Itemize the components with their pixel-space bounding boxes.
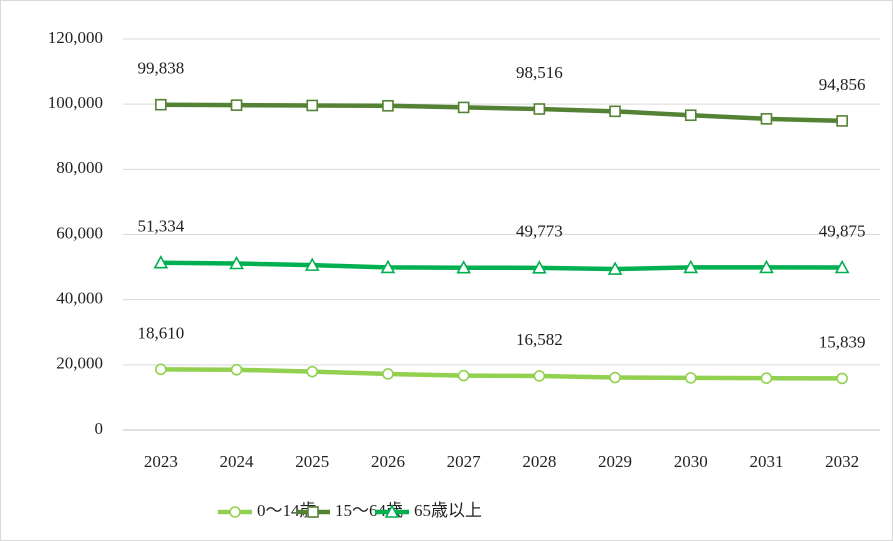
- legend-label: 0～14歳: [257, 501, 317, 520]
- x-tick-label: 2031: [749, 452, 783, 471]
- point-marker: [759, 259, 774, 274]
- point-marker: [153, 255, 169, 269]
- point-marker: [684, 372, 697, 384]
- point-marker: [306, 99, 319, 112]
- y-tick-label: 40,000: [56, 289, 103, 308]
- point-marker: [230, 99, 243, 111]
- y-tick-label: 120,000: [48, 28, 103, 47]
- data-label: 98,516: [516, 63, 563, 82]
- x-tick-label: 2029: [598, 452, 632, 471]
- data-label: 18,610: [137, 323, 184, 342]
- point-marker: [760, 113, 773, 125]
- point-marker: [836, 115, 848, 127]
- legend-marker: [384, 504, 400, 518]
- data-label: 15,839: [819, 332, 866, 351]
- legend-label: 15～64歳: [335, 501, 403, 520]
- x-tick-label: 2032: [825, 452, 859, 471]
- series-line: [160, 102, 843, 124]
- point-marker: [684, 109, 697, 122]
- point-marker: [532, 260, 547, 274]
- data-label: 94,856: [819, 75, 866, 94]
- point-marker: [304, 257, 320, 271]
- point-marker: [607, 261, 623, 275]
- point-marker: [306, 365, 319, 378]
- y-tick-label: 20,000: [56, 354, 103, 373]
- legend-marker: [307, 506, 319, 518]
- data-label: 99,838: [137, 59, 184, 78]
- point-marker: [683, 259, 699, 274]
- point-marker: [229, 255, 244, 270]
- point-marker: [457, 369, 470, 382]
- point-marker: [760, 372, 773, 384]
- y-tick-label: 0: [95, 419, 104, 438]
- data-label: 49,875: [819, 221, 866, 240]
- x-tick-label: 2024: [220, 452, 255, 471]
- point-marker: [609, 105, 621, 118]
- point-marker: [155, 363, 167, 376]
- point-marker: [609, 371, 621, 384]
- point-marker: [155, 98, 167, 111]
- x-tick-label: 2027: [447, 452, 482, 471]
- data-label: 49,773: [516, 222, 563, 241]
- point-marker: [533, 370, 546, 382]
- y-tick-label: 60,000: [56, 223, 103, 242]
- data-label: 51,334: [137, 217, 184, 236]
- point-marker: [456, 260, 471, 274]
- y-tick-label: 100,000: [48, 93, 103, 112]
- data-label: 16,582: [516, 330, 563, 349]
- point-marker: [836, 372, 848, 385]
- point-marker: [457, 101, 470, 114]
- point-marker: [382, 368, 394, 380]
- point-marker: [230, 363, 243, 376]
- legend-label: 65歳以上: [414, 501, 482, 520]
- x-tick-label: 2026: [371, 452, 405, 471]
- x-tick-label: 2025: [295, 452, 329, 471]
- y-tick-label: 80,000: [56, 158, 103, 177]
- x-tick-label: 2028: [522, 452, 556, 471]
- point-marker: [533, 103, 546, 115]
- series-line: [160, 260, 843, 272]
- series-line: [160, 367, 843, 381]
- point-marker: [380, 259, 396, 274]
- x-tick-label: 2030: [674, 452, 708, 471]
- point-marker: [382, 99, 394, 112]
- point-marker: [834, 259, 850, 274]
- legend-marker: [229, 506, 241, 518]
- x-tick-label: 2023: [144, 452, 178, 471]
